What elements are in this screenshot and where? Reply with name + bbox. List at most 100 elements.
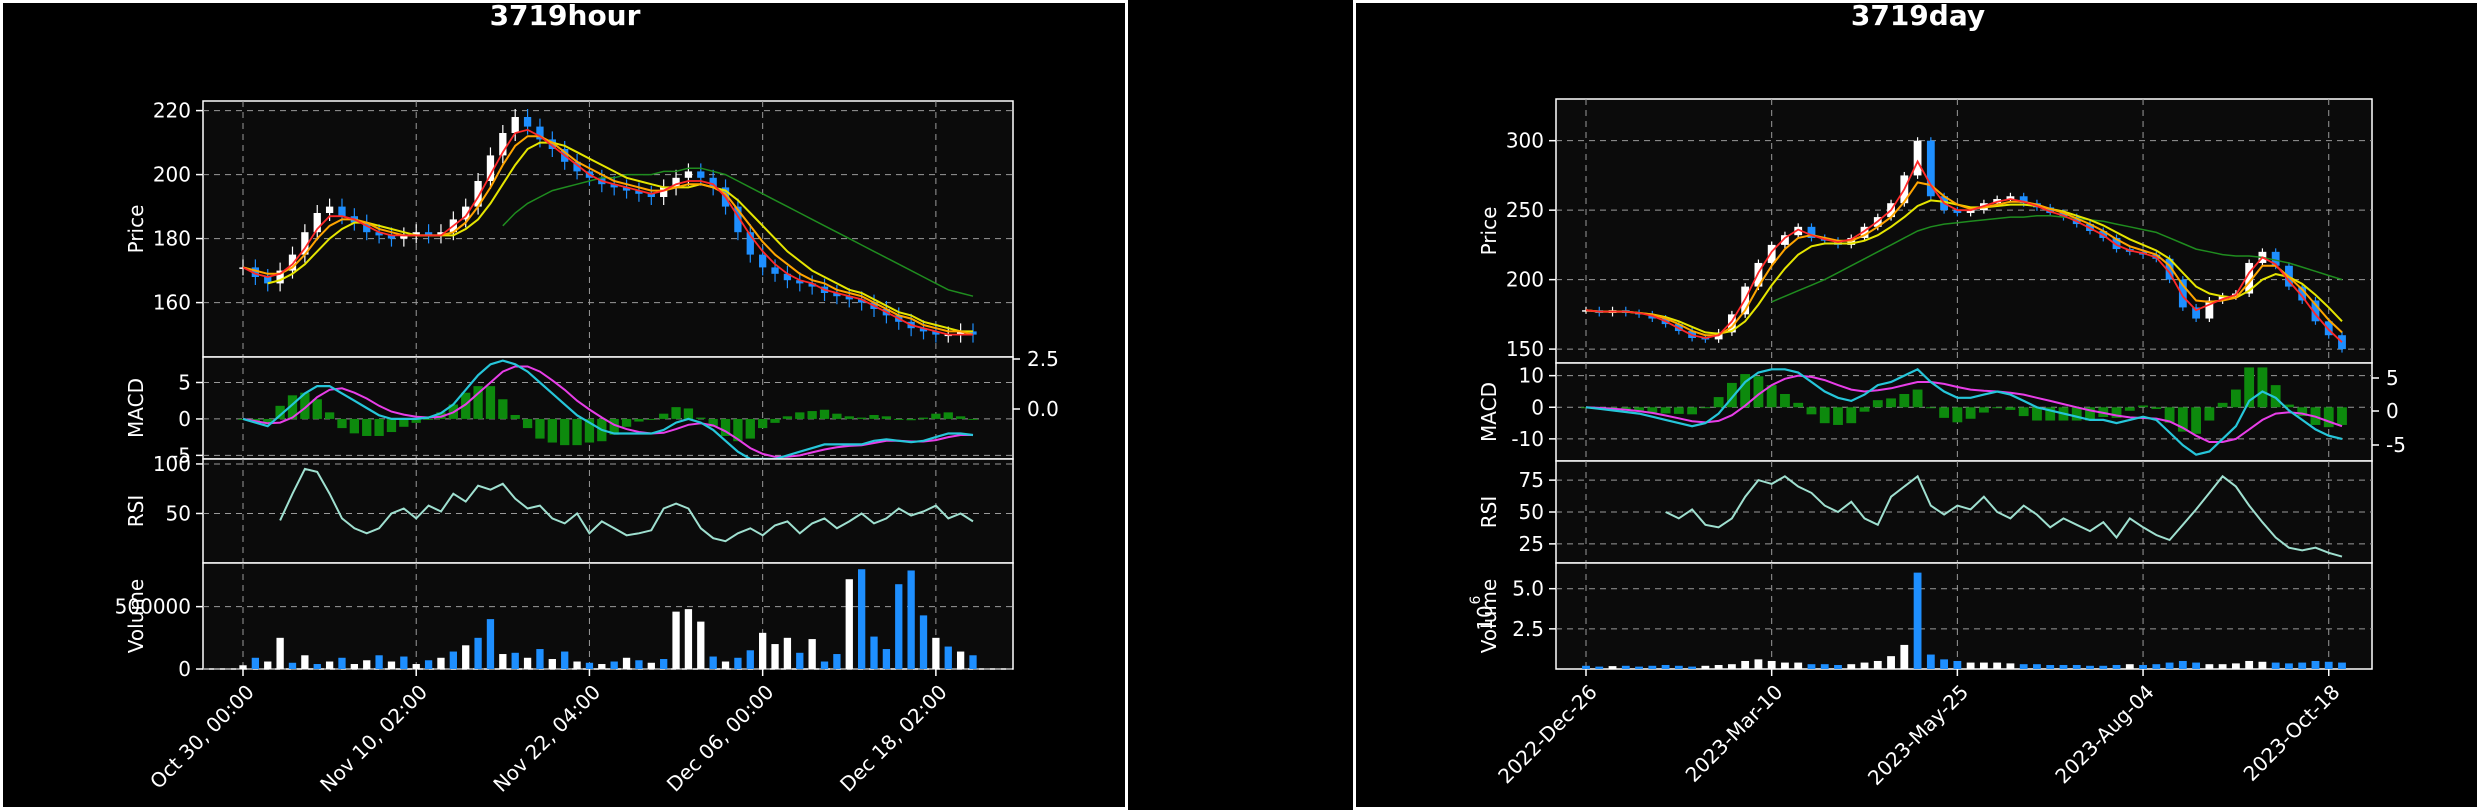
volume-bar <box>2192 662 2201 669</box>
macd-hist-bar <box>1753 376 1764 408</box>
volume-bar <box>610 661 618 669</box>
candle-body <box>2006 196 2015 200</box>
macd-hist-bar <box>2045 407 2056 421</box>
macd-hist-bar <box>2217 402 2228 408</box>
volume-bar <box>1873 660 1882 669</box>
volume-bar <box>2033 664 2041 669</box>
macd-hist-bar <box>362 418 372 436</box>
rsi-axis-label: RSI <box>124 495 148 528</box>
candle-body <box>338 206 346 217</box>
macd-hist-bar <box>770 418 780 423</box>
candle-body <box>288 254 297 271</box>
candle-body <box>746 232 754 255</box>
macd-hist-bar <box>1872 400 1883 408</box>
candle-body <box>697 171 705 178</box>
volume-bar <box>1767 660 1776 669</box>
macd-hist-bar <box>473 386 483 419</box>
candle-body <box>845 296 853 300</box>
macd-hist-bar <box>832 413 842 419</box>
volume-bar <box>1714 664 1723 669</box>
candle-body <box>437 232 445 236</box>
volume-bar <box>536 649 544 669</box>
chart-panel-daily: 3719day 150 200 250 300 Price -10 0 10 -5 0 5 MACD 25… <box>1353 0 2480 810</box>
macd-hist-bar <box>572 418 582 446</box>
volume-bar <box>350 664 359 669</box>
x-tick-label: Dec 18, 02:00 <box>835 680 952 797</box>
macd-hist-bar <box>2138 405 2148 408</box>
candle-body <box>796 280 804 284</box>
macd-hist-bar <box>2337 407 2347 425</box>
macd-hist-bar <box>560 418 570 446</box>
x-tick-label: Oct 30, 00:00 <box>145 680 259 794</box>
macd-hist-bar <box>758 418 768 429</box>
volume-bar <box>1648 665 1657 669</box>
macd-hist-bar <box>807 411 817 419</box>
volume-bar <box>2006 663 2015 669</box>
macd-hist-bar <box>1793 402 1804 408</box>
volume-bar <box>2245 660 2254 669</box>
volume-bar <box>919 615 928 669</box>
price-tick-label: 200 <box>1506 268 1544 292</box>
x-tick-label: Dec 06, 00:00 <box>662 680 779 797</box>
macd-hist-bar <box>683 408 694 419</box>
macd-hist-bar <box>1726 382 1737 408</box>
candle-body <box>1953 210 1962 213</box>
macd-hist-bar <box>423 418 434 420</box>
daily-chart-svg: 3719day 150 200 250 300 Price -10 0 10 -5 0 5 MACD 25… <box>1468 3 2406 790</box>
volume-bar <box>2099 665 2108 669</box>
volume-bar <box>882 649 891 669</box>
candle-body <box>783 273 792 281</box>
macd-axis-label: MACD <box>1477 382 1501 442</box>
volume-bar <box>1807 664 1816 669</box>
volume-bar <box>1926 654 1935 669</box>
volume-bar <box>1621 665 1630 669</box>
macd-hist-bar <box>869 414 879 419</box>
volume-bar <box>400 656 408 669</box>
candle-body <box>251 267 260 277</box>
x-tick-label: 2023-May-25 <box>1863 680 1973 790</box>
volume-bar <box>437 657 445 669</box>
volume-bar <box>1701 665 1710 669</box>
macd-hist-bar <box>1780 393 1790 408</box>
volume-bar <box>944 646 952 669</box>
volume-bar <box>449 651 457 669</box>
price-tick-label: 220 <box>153 99 191 123</box>
macd-hist-bar <box>584 418 595 443</box>
x-tick-label: 2023-Mar-10 <box>1681 680 1788 787</box>
volume-bar <box>956 651 965 669</box>
candle-body <box>932 331 940 335</box>
candle-body <box>264 277 272 284</box>
volume-axis-label: Volume <box>124 579 148 653</box>
candle-body <box>548 139 556 149</box>
macd-hist-bar <box>1806 407 1817 415</box>
ma-short-line <box>1585 159 2343 343</box>
volume-bar <box>2218 664 2227 669</box>
candle-body <box>672 177 680 188</box>
price-tick-label: 150 <box>1506 337 1544 361</box>
volume-bar <box>2231 663 2240 669</box>
volume-bar <box>548 659 556 669</box>
candle-body <box>1807 226 1816 238</box>
macd-hist-bar <box>1992 407 2003 409</box>
candle-body <box>771 267 779 274</box>
volume-bar <box>2205 664 2214 669</box>
macd-hist-bar <box>263 418 273 425</box>
volume-bar <box>387 661 396 669</box>
volume-bar <box>276 637 284 669</box>
candle-body <box>363 222 371 233</box>
macd-hist-bar <box>2032 407 2042 421</box>
volume-bar <box>2112 664 2121 669</box>
macd-hist-bar <box>349 418 360 434</box>
candle-body <box>2324 321 2333 336</box>
macd-tick-label: -5 <box>171 443 191 467</box>
macd-hist-bar <box>1673 407 1684 414</box>
volume-bar <box>1661 664 1670 669</box>
macd-hist-bar <box>1965 407 1976 419</box>
candle-body <box>635 190 643 194</box>
volume-bar <box>697 621 705 669</box>
candle-body <box>2019 196 2028 204</box>
price-tick-label: 160 <box>153 291 191 315</box>
macd-tick-label: 10 <box>1519 364 1544 388</box>
macd-hist-bar <box>2151 407 2162 410</box>
volume-bar <box>647 662 655 669</box>
